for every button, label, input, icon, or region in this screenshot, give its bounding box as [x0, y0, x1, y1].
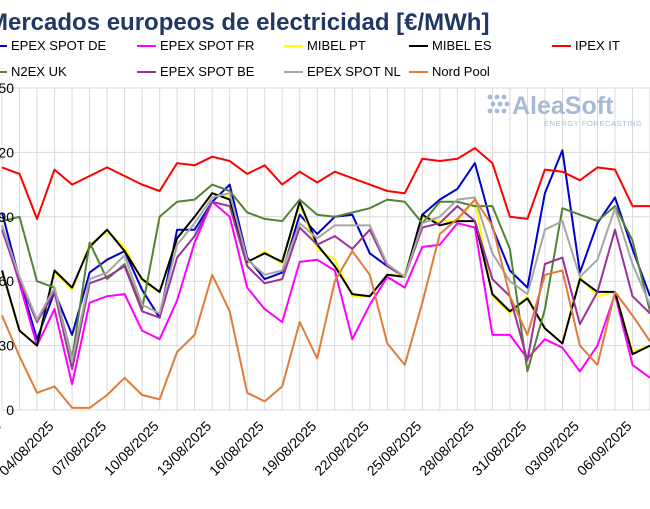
- series-line-epex-spot-be: [1, 200, 650, 371]
- series-line-epex-spot-de: [1, 149, 650, 341]
- legend-label: MIBEL ES: [432, 38, 492, 53]
- series-lines: [1, 147, 650, 409]
- legend-label: IPEX IT: [575, 38, 620, 53]
- x-tick-label: 10/08/2025: [101, 418, 162, 479]
- legend-label: EPEX SPOT NL: [307, 64, 401, 79]
- y-tick-label: 120: [0, 144, 14, 160]
- x-tick-label: 31/08/2025: [469, 418, 530, 479]
- series-line-epex-spot-fr: [1, 200, 650, 386]
- x-tick-label: 07/08/2025: [48, 418, 109, 479]
- y-tick-label: 90: [0, 209, 14, 225]
- x-axis: 01/08/202504/08/202507/08/202510/08/2025…: [0, 418, 635, 479]
- legend-label: MIBEL PT: [307, 38, 366, 53]
- legend-label: EPEX SPOT BE: [160, 64, 255, 79]
- x-tick-label: 06/09/2025: [574, 418, 635, 479]
- legend-label: Nord Pool: [432, 64, 490, 79]
- y-tick-label: 60: [0, 273, 14, 289]
- legend: EPEX SPOT DE EPEX SPOT FR MIBEL PT MIBEL ES…: [0, 38, 620, 79]
- x-tick-label: 25/08/2025: [364, 418, 425, 479]
- legend-label: EPEX SPOT DE: [11, 38, 106, 53]
- x-tick-label: 19/08/2025: [258, 418, 319, 479]
- aleasoft-logo: AleaSoft ENERGY FORECASTING: [487, 92, 643, 128]
- chart-title: Mercados europeos de electricidad [€/MWh…: [0, 9, 489, 36]
- series-line-epex-spot-nl: [1, 192, 650, 362]
- y-tick-label: 0: [6, 402, 14, 418]
- y-tick-label: 150: [0, 80, 14, 96]
- legend-label: N2EX UK: [11, 64, 67, 79]
- logo-wordmark: AleaSoft: [512, 92, 614, 120]
- logo-mark: [487, 94, 510, 114]
- x-tick-label: 04/08/2025: [0, 418, 57, 479]
- x-tick-label: 16/08/2025: [206, 418, 267, 479]
- series-line-ipex-it: [1, 147, 650, 220]
- plot-area: AleaSoft ENERGY FORECASTING: [1, 87, 650, 411]
- series-line-nord-pool: [1, 198, 650, 409]
- series-line-n2ex-uk: [1, 183, 650, 373]
- x-tick-label: 13/08/2025: [153, 418, 214, 479]
- x-tick-label: 03/09/2025: [521, 418, 582, 479]
- y-axis: 0 30 60 90 120 150: [0, 80, 14, 418]
- series-line-mibel-es: [1, 192, 650, 356]
- y-tick-label: 30: [0, 338, 14, 354]
- x-tick-label: 28/08/2025: [416, 418, 477, 479]
- logo-tagline: ENERGY FORECASTING: [544, 119, 643, 128]
- x-tick-label: 22/08/2025: [311, 418, 372, 479]
- legend-label: EPEX SPOT FR: [160, 38, 254, 53]
- gridlines: [1, 87, 650, 411]
